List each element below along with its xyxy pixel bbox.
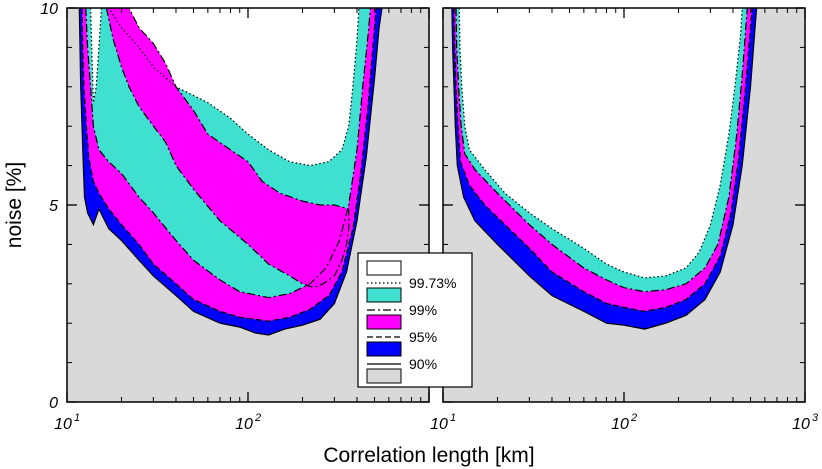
legend-swatch: [366, 287, 402, 303]
x-tick-exponent: 1: [74, 412, 80, 424]
contour-line-p90: [451, 8, 758, 330]
legend-label: 99.73%: [409, 275, 456, 291]
legend-swatch: [366, 314, 402, 330]
x-tick-label: 10: [611, 416, 629, 433]
x-tick-exponent: 2: [630, 412, 637, 424]
legend: 99.73% 99% 95% 90%: [357, 252, 473, 388]
axes-labels: Correlation length [km] noise [%]: [3, 162, 535, 467]
legend-swatch: [366, 341, 402, 357]
contour-group: [78, 8, 383, 336]
x-tick-exponent: 1: [450, 412, 456, 424]
island-p95-outline: [105, 8, 350, 289]
legend-label: 90%: [409, 356, 437, 372]
x-axis-label: Correlation length [km]: [323, 444, 534, 467]
x-tick-label: 10: [235, 416, 253, 433]
region-p9973: [459, 8, 743, 278]
contour-line-p99: [85, 8, 372, 299]
legend-swatch: [366, 260, 402, 276]
contour-line-p95: [81, 8, 377, 322]
y-tick-label: 0: [49, 395, 58, 412]
right-panel: 10 1 10 2 10 3: [430, 7, 819, 433]
contour-line-p99: [455, 8, 748, 293]
x-tick-label: 10: [792, 416, 810, 433]
legend-swatch: [366, 368, 402, 384]
legend-label: 95%: [409, 329, 437, 345]
x-tick-label: 10: [54, 416, 72, 433]
contour-line-p9973: [90, 8, 360, 167]
x-tick-exponent: 2: [254, 412, 261, 424]
contour-line-p9973: [458, 8, 743, 279]
contour-group: [451, 8, 758, 330]
y-tick-label: 5: [49, 198, 58, 215]
legend-label: 99%: [409, 302, 437, 318]
region-p9973: [90, 8, 359, 166]
x-tick-exponent: 3: [812, 412, 819, 424]
contour-line-p90: [78, 8, 383, 336]
contour-line-p95: [453, 8, 753, 313]
x-tick-label: 10: [430, 416, 448, 433]
y-tick-label: 10: [40, 1, 58, 18]
y-axis-label: noise [%]: [3, 162, 26, 248]
